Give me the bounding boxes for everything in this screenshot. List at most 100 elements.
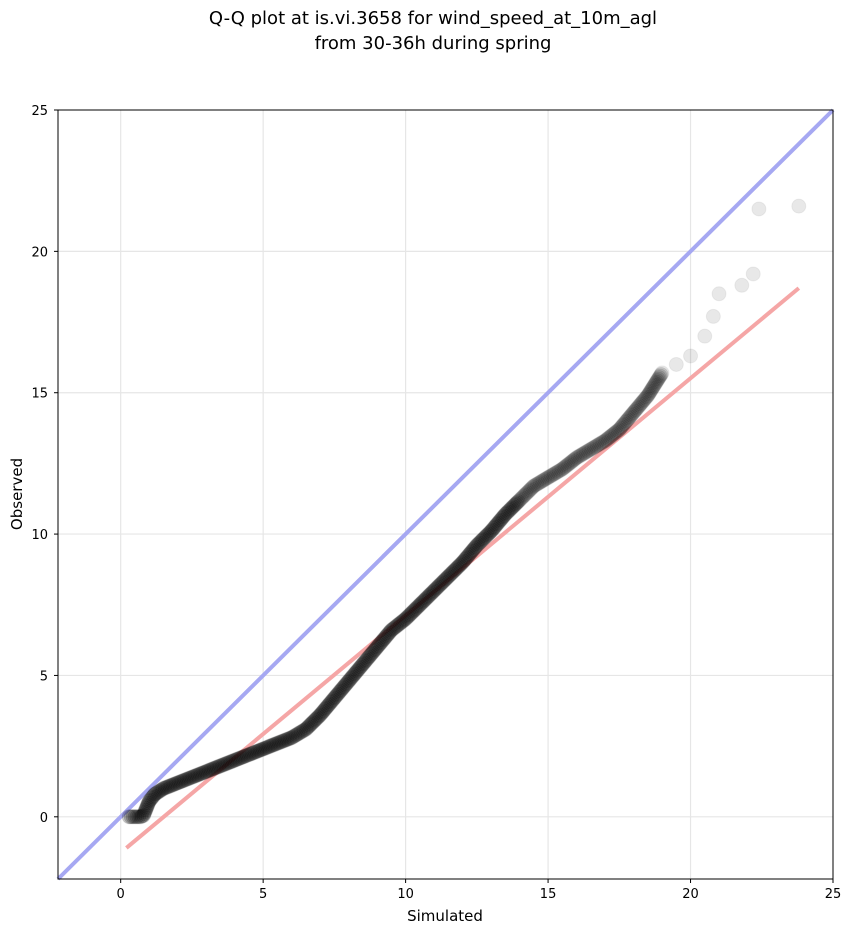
data-point bbox=[123, 809, 139, 825]
data-point bbox=[553, 462, 569, 478]
data-point bbox=[181, 770, 197, 786]
data-point bbox=[540, 470, 556, 486]
data-point bbox=[326, 690, 342, 706]
data-point bbox=[517, 487, 533, 503]
data-point bbox=[459, 549, 475, 565]
x-tick-label-1: 5 bbox=[259, 887, 267, 902]
data-point bbox=[145, 789, 161, 805]
data-point bbox=[254, 742, 270, 758]
data-point bbox=[483, 523, 499, 539]
data-point bbox=[617, 414, 633, 430]
data-point bbox=[543, 468, 559, 484]
data-point bbox=[506, 497, 522, 513]
data-point bbox=[324, 693, 340, 709]
data-point bbox=[192, 766, 208, 782]
data-point bbox=[560, 457, 576, 473]
data-point bbox=[151, 783, 167, 799]
data-point bbox=[139, 799, 155, 815]
data-point bbox=[408, 601, 424, 617]
data-point bbox=[204, 761, 220, 777]
data-point bbox=[223, 754, 239, 770]
data-point bbox=[650, 371, 666, 387]
data-point bbox=[479, 527, 495, 543]
data-point bbox=[425, 584, 441, 600]
data-point bbox=[258, 740, 274, 756]
data-point bbox=[148, 785, 164, 801]
data-point bbox=[247, 744, 263, 760]
data-point bbox=[313, 706, 329, 722]
x-tick-label-3: 15 bbox=[540, 887, 557, 902]
data-point bbox=[439, 570, 455, 586]
data-point bbox=[512, 492, 528, 508]
data-point bbox=[456, 553, 472, 569]
data-point bbox=[745, 266, 761, 282]
data-point bbox=[645, 379, 661, 395]
data-point bbox=[618, 413, 634, 429]
data-point bbox=[504, 500, 520, 516]
data-point bbox=[239, 747, 255, 763]
data-point bbox=[369, 639, 385, 655]
data-point bbox=[393, 614, 409, 630]
y-tick-label-4: 20 bbox=[31, 245, 48, 260]
data-point bbox=[499, 505, 515, 521]
data-point bbox=[263, 738, 279, 754]
data-point bbox=[626, 405, 642, 421]
data-point bbox=[143, 790, 159, 806]
data-point bbox=[142, 792, 158, 808]
data-point bbox=[564, 453, 580, 469]
data-point bbox=[349, 663, 365, 679]
data-point bbox=[331, 684, 347, 700]
data-point bbox=[475, 531, 491, 547]
y-tick-label-1: 5 bbox=[40, 669, 48, 684]
data-point bbox=[193, 765, 209, 781]
data-point bbox=[478, 528, 494, 544]
data-point bbox=[361, 649, 377, 665]
data-point bbox=[431, 577, 447, 593]
data-point bbox=[162, 778, 178, 794]
data-point bbox=[276, 733, 292, 749]
data-point bbox=[644, 382, 660, 398]
data-point bbox=[604, 427, 620, 443]
data-point bbox=[357, 653, 373, 669]
data-point bbox=[591, 437, 607, 453]
data-point bbox=[206, 760, 222, 776]
data-point bbox=[546, 466, 562, 482]
data-point bbox=[641, 386, 657, 402]
data-point bbox=[140, 797, 156, 813]
data-point bbox=[347, 666, 363, 682]
data-point bbox=[434, 575, 450, 591]
data-point bbox=[493, 512, 509, 528]
data-point bbox=[317, 701, 333, 717]
data-point bbox=[404, 604, 420, 620]
data-point bbox=[629, 400, 645, 416]
data-point bbox=[485, 520, 501, 536]
data-point bbox=[518, 486, 534, 502]
data-point bbox=[178, 772, 194, 788]
x-tick-label-4: 20 bbox=[682, 887, 699, 902]
x-axis-label: Simulated bbox=[407, 907, 483, 925]
data-point bbox=[277, 732, 293, 748]
data-point bbox=[628, 402, 644, 418]
data-point bbox=[366, 643, 382, 659]
data-point bbox=[316, 703, 332, 719]
data-point bbox=[615, 417, 631, 433]
data-point bbox=[711, 286, 727, 302]
data-point bbox=[634, 395, 650, 411]
data-point bbox=[573, 447, 589, 463]
x-tick-label-5: 25 bbox=[825, 887, 842, 902]
data-point bbox=[200, 763, 216, 779]
data-point bbox=[427, 581, 443, 597]
y-tick-label-2: 10 bbox=[31, 528, 48, 543]
data-point bbox=[138, 800, 154, 816]
data-point bbox=[578, 444, 594, 460]
data-point bbox=[436, 572, 452, 588]
data-point bbox=[310, 710, 326, 726]
data-point bbox=[342, 672, 358, 688]
data-point bbox=[358, 652, 374, 668]
data-point bbox=[586, 439, 602, 455]
data-point bbox=[182, 770, 198, 786]
data-point bbox=[595, 434, 611, 450]
data-point bbox=[159, 779, 175, 795]
data-point bbox=[413, 595, 429, 611]
data-point bbox=[465, 542, 481, 558]
